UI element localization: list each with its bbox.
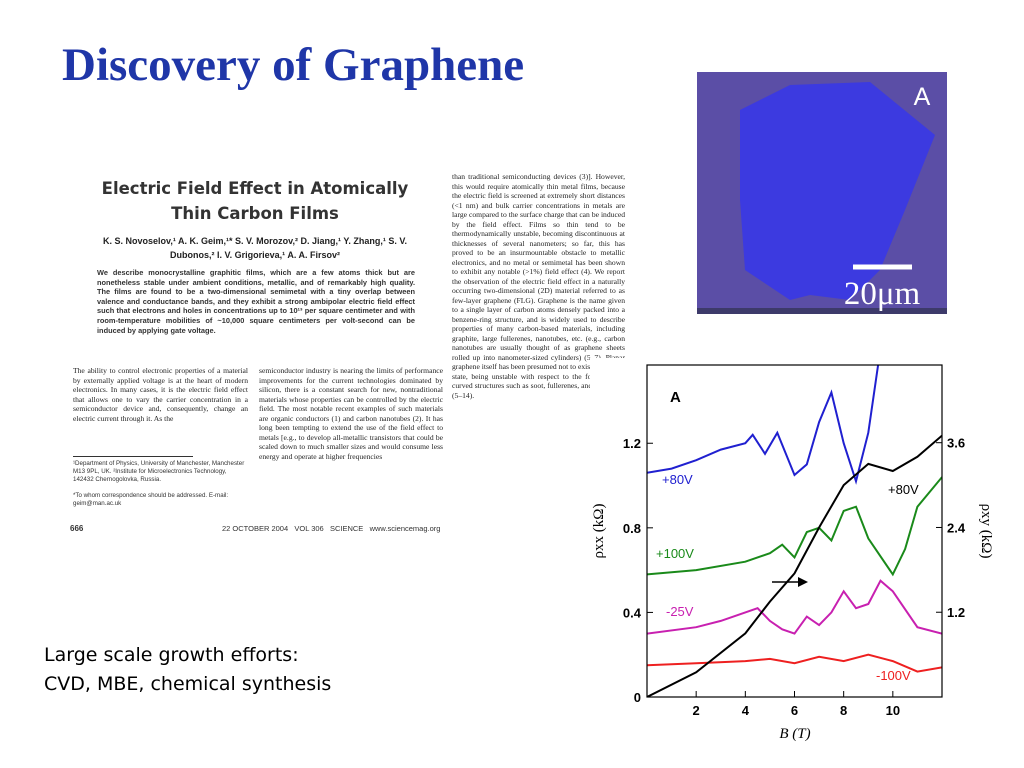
x-tick-label: 8 bbox=[840, 703, 847, 718]
micrograph-edge bbox=[697, 308, 947, 314]
paper-affiliations: ¹Department of Physics, University of Ma… bbox=[73, 460, 245, 483]
y-tick-label: 0.8 bbox=[623, 521, 641, 536]
paper-footer: 22 OCTOBER 2004 VOL 306 SCIENCE www.scie… bbox=[222, 524, 441, 533]
paper-authors: K. S. Novoselov,¹ A. K. Geim,¹* S. V. Mo… bbox=[102, 236, 408, 260]
y-tick-label: 0.4 bbox=[623, 605, 642, 620]
graphene-flake bbox=[740, 82, 935, 300]
series-label: -100V bbox=[876, 668, 911, 683]
x-tick-label: 10 bbox=[886, 703, 900, 718]
arrow-head bbox=[798, 577, 808, 587]
x-axis-label: B (T) bbox=[779, 726, 810, 742]
paper-column: semiconductor industry is nearing the li… bbox=[259, 366, 443, 461]
plot-area bbox=[647, 365, 942, 697]
plot-frame bbox=[646, 364, 943, 698]
rule bbox=[73, 456, 193, 457]
series-line bbox=[647, 579, 942, 635]
scale-label: 20μm bbox=[844, 276, 921, 312]
slide-title: Discovery of Graphene bbox=[62, 39, 525, 91]
series-label: +80V bbox=[662, 472, 693, 487]
y-tick-label: 1.2 bbox=[623, 436, 641, 451]
y2-tick-label: 2.4 bbox=[947, 520, 966, 535]
y2-tick-label: 1.2 bbox=[947, 605, 965, 620]
series-line bbox=[647, 476, 942, 577]
bullet: CVD, MBE, chemical synthesis bbox=[44, 673, 332, 695]
series-line bbox=[647, 653, 942, 673]
paper-title: Electric Field Effect in Atomically Thin… bbox=[101, 179, 409, 223]
chart-bg bbox=[590, 358, 975, 753]
series-line bbox=[647, 365, 880, 485]
paper-column: than traditional semiconducting devices … bbox=[452, 172, 625, 400]
x-tick-label: 4 bbox=[742, 703, 750, 718]
x-tick-label: 2 bbox=[693, 703, 700, 718]
series-label: +80V bbox=[888, 482, 919, 497]
panel-label: A bbox=[670, 389, 681, 406]
paper-page: 666 bbox=[70, 524, 84, 533]
micrograph: A 20μm bbox=[697, 72, 947, 314]
y2-axis-label: ρxy (kΩ) bbox=[978, 504, 994, 559]
y-tick-label: 0 bbox=[634, 690, 641, 705]
y-axis-label: ρxx (kΩ) bbox=[591, 504, 607, 559]
paper-column: The ability to control electronic proper… bbox=[73, 366, 248, 423]
series-label: +100V bbox=[656, 546, 694, 561]
paper-correspondence: *To whom correspondence should be addres… bbox=[73, 492, 229, 507]
micrograph-label: A bbox=[914, 83, 931, 111]
series-label: -25V bbox=[666, 604, 694, 619]
series-line bbox=[647, 434, 942, 697]
paper-abstract: We describe monocrystalline graphitic fi… bbox=[97, 268, 415, 335]
bullet: Large scale growth efforts: bbox=[44, 644, 299, 666]
x-tick-label: 6 bbox=[791, 703, 798, 718]
y2-tick-label: 3.6 bbox=[947, 436, 965, 451]
